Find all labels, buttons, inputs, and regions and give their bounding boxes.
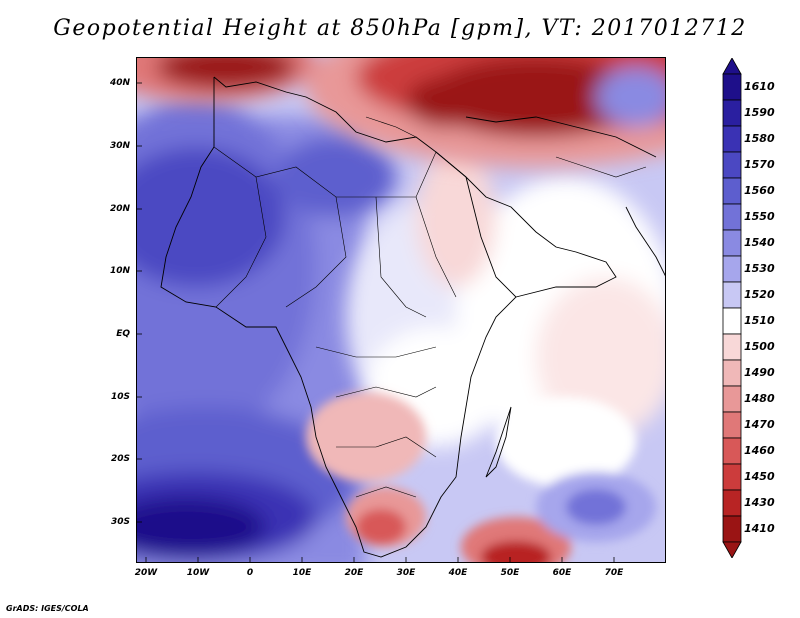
- xtick-60e: 60E: [552, 568, 572, 578]
- colorbar-box: [722, 489, 742, 517]
- field-south-africa: [306, 392, 656, 563]
- colorbar-box: [722, 281, 742, 309]
- colorbar-label: 1520: [744, 288, 775, 301]
- colorbar-box: [722, 333, 742, 361]
- ytick-40n: 40N: [109, 78, 130, 88]
- colorbar-box: [722, 437, 742, 465]
- colorbar-label: 1460: [744, 444, 775, 457]
- colorbar-label: 1510: [744, 314, 775, 327]
- colorbar: [722, 58, 742, 558]
- colorbar-label: 1500: [744, 340, 775, 353]
- ytick-20n: 20N: [109, 204, 130, 214]
- map-title: Geopotential Height at 850hPa [gpm], VT:…: [53, 16, 747, 41]
- map-panel: [136, 57, 666, 563]
- xtick-70e: 70E: [604, 568, 624, 578]
- colorbar-box: [722, 515, 742, 543]
- colorbar-label: 1580: [744, 132, 775, 145]
- field-west-blue: [136, 97, 396, 563]
- colorbar-label: 1610: [744, 80, 775, 93]
- colorbar-box: [722, 307, 742, 335]
- colorbar-box: [722, 229, 742, 257]
- colorbar-label: 1490: [744, 366, 775, 379]
- grads-credit: GrADS: IGES/COLA: [6, 604, 89, 613]
- colorbar-top-arrow: [722, 58, 742, 75]
- colorbar-label: 1550: [744, 210, 775, 223]
- xtick-0: 0: [246, 568, 254, 578]
- ytick-30n: 30N: [109, 141, 130, 151]
- xtick-10w: 10W: [186, 568, 210, 578]
- colorbar-box: [722, 359, 742, 387]
- colorbar-box: [722, 73, 742, 101]
- geopotential-map: [136, 57, 666, 563]
- colorbar-box: [722, 151, 742, 179]
- colorbar-label: 1540: [744, 236, 775, 249]
- map-frame: [136, 57, 666, 563]
- ytick-10n: 10N: [109, 266, 130, 276]
- xtick-20e: 20E: [344, 568, 364, 578]
- ytick-30s: 30S: [110, 517, 130, 527]
- country-borders: [213, 116, 647, 498]
- colorbar-label: 1560: [744, 184, 775, 197]
- colorbar-box: [722, 463, 742, 491]
- field-north-red: [136, 57, 666, 167]
- colorbar-label: 1410: [744, 522, 775, 535]
- xtick-20w: 20W: [134, 568, 158, 578]
- colorbar-box: [722, 177, 742, 205]
- ytick-10s: 10S: [110, 392, 130, 402]
- colorbar-label: 1590: [744, 106, 775, 119]
- colorbar-boxes: [722, 58, 742, 558]
- xtick-50e: 50E: [500, 568, 520, 578]
- xtick-10e: 10E: [292, 568, 312, 578]
- colorbar-box: [722, 255, 742, 283]
- coastlines: [160, 76, 666, 558]
- colorbar-label: 1450: [744, 470, 775, 483]
- colorbar-box: [722, 125, 742, 153]
- colorbar-label: 1570: [744, 158, 775, 171]
- colorbar-label: 1430: [744, 496, 775, 509]
- colorbar-box: [722, 385, 742, 413]
- colorbar-bottom-arrow: [722, 541, 742, 558]
- xtick-40e: 40E: [448, 568, 468, 578]
- colorbar-label: 1530: [744, 262, 775, 275]
- colorbar-label: 1470: [744, 418, 775, 431]
- colorbar-box: [722, 411, 742, 439]
- ytick-20s: 20S: [110, 454, 130, 464]
- colorbar-box: [722, 203, 742, 231]
- xtick-30e: 30E: [396, 568, 416, 578]
- colorbar-box: [722, 99, 742, 127]
- colorbar-label: 1480: [744, 392, 775, 405]
- ytick-eq: EQ: [116, 329, 130, 339]
